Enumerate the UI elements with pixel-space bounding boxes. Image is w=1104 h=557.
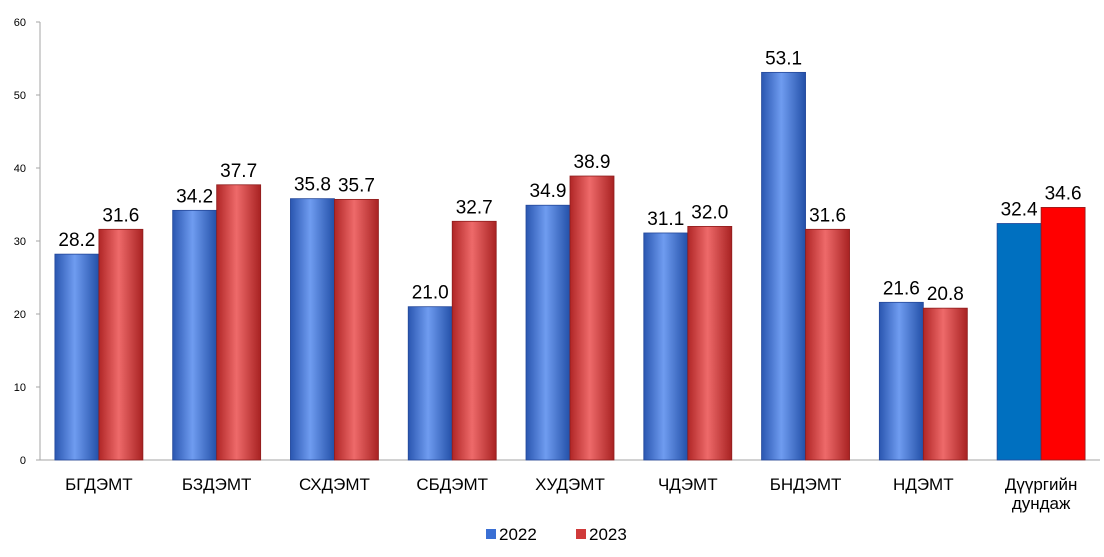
legend-label-2023: 2023 (589, 525, 627, 544)
data-label: 32.7 (456, 197, 493, 218)
category-label: Дүүргийн дундаж (1005, 475, 1078, 513)
data-label: 38.9 (574, 152, 611, 173)
bar-2023-7 (805, 228, 850, 461)
bar-2023-2 (216, 184, 262, 461)
data-labels: 28.2 31.6 34.2 37.7 35.8 35.7 21.0 32.7 34.9 38.9… (58, 48, 1081, 305)
y-tick-label: 30 (14, 236, 26, 248)
data-label: 32.4 (1001, 199, 1038, 220)
y-tick-label: 10 (14, 382, 26, 394)
category-label: БНДЭМТ (770, 475, 842, 494)
bar-2022-2 (172, 209, 218, 461)
category-label: СБДЭМТ (416, 475, 488, 494)
bar-2023-4 (451, 220, 497, 461)
bar-2022-5 (525, 204, 571, 461)
legend-swatch-2022 (486, 529, 496, 539)
bar-2022-3 (290, 198, 335, 461)
category-label: ХУДЭМТ (535, 475, 605, 494)
bars (54, 71, 1086, 461)
bar-2023-5 (569, 175, 615, 461)
bar-2022-1 (54, 253, 100, 461)
bar-2023-3 (334, 198, 379, 461)
data-label: 31.1 (647, 209, 684, 230)
data-label: 34.9 (530, 181, 567, 202)
data-label: 21.0 (412, 283, 449, 304)
legend: 2022 2023 (486, 525, 627, 544)
bar-2022-8 (878, 301, 924, 461)
data-label: 53.1 (765, 48, 802, 69)
bar-2023-9 (1040, 207, 1086, 461)
data-label: 34.6 (1045, 183, 1082, 204)
data-label: 35.7 (338, 175, 375, 196)
data-label: 28.2 (58, 230, 95, 251)
data-label: 37.7 (220, 161, 257, 182)
y-tick-label: 50 (14, 90, 26, 102)
category-label: ЧДЭМТ (658, 475, 718, 494)
bar-2022-9 (996, 223, 1042, 461)
data-label: 31.6 (809, 205, 846, 226)
legend-swatch-2023 (576, 529, 586, 539)
category-label: СХДЭМТ (299, 475, 370, 494)
data-label: 20.8 (927, 284, 964, 305)
legend-label-2022: 2022 (499, 525, 537, 544)
category-label: НДЭМТ (893, 475, 954, 494)
y-tick-label: 60 (14, 17, 26, 29)
category-labels: БГДЭМТ БЗДЭМТ СХДЭМТ СБДЭМТ ХУДЭМТ ЧДЭМТ БНДЭМ… (65, 475, 1077, 513)
data-label: 32.0 (691, 202, 728, 223)
bar-2022-4 (407, 306, 453, 461)
category-label: БГДЭМТ (65, 475, 133, 494)
bar-2023-8 (922, 307, 968, 461)
y-tick-label: 0 (20, 455, 26, 467)
bar-2022-7 (761, 71, 806, 461)
data-label: 31.6 (102, 205, 139, 226)
bar-2023-6 (687, 225, 733, 461)
y-tick-label: 40 (14, 163, 26, 175)
category-label: БЗДЭМТ (182, 475, 252, 494)
bar-2022-6 (643, 232, 689, 461)
data-label: 35.8 (294, 175, 331, 196)
bar-2023-1 (98, 228, 144, 461)
y-tick-label: 20 (14, 309, 26, 321)
data-label: 21.6 (883, 278, 920, 299)
data-label: 34.2 (176, 186, 213, 207)
